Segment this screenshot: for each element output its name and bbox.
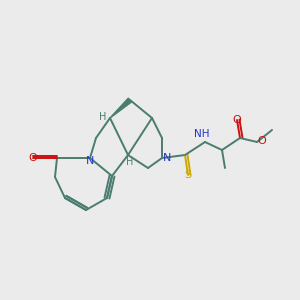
Text: N: N [86,156,94,166]
Text: H: H [99,112,107,122]
Polygon shape [110,98,132,118]
Text: NH: NH [194,129,210,139]
Text: O: O [28,153,38,163]
Text: N: N [163,153,171,163]
Text: O: O [232,115,242,125]
Text: O: O [258,136,266,146]
Text: S: S [184,170,192,180]
Text: H: H [126,157,134,167]
